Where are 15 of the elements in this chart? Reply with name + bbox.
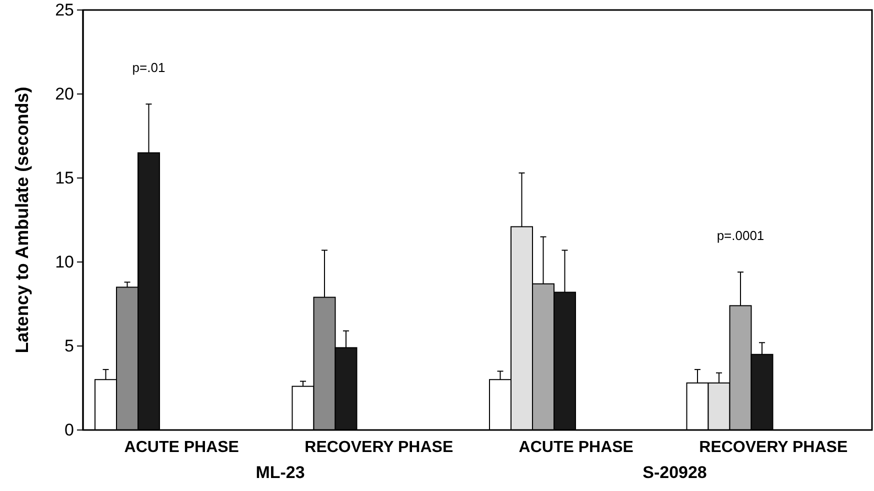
x-tick-label: RECOVERY PHASE — [304, 439, 454, 456]
text: S-20928 — [642, 463, 707, 482]
y-tick-label: 15 — [55, 168, 74, 188]
annotation: p=.01 — [132, 60, 166, 75]
x-tick-label: ACUTE PHASE — [518, 439, 634, 456]
annotation: p=.0001 — [716, 228, 764, 243]
y-tick-label: 10 — [55, 252, 74, 272]
x-tick-label: RECOVERY PHASE — [699, 439, 848, 456]
y-tick-label: 20 — [55, 84, 74, 104]
x-tick-label: ACUTE PHASE — [124, 439, 240, 456]
y-tick-label: 25 — [55, 0, 74, 20]
y-tick-label: 5 — [64, 336, 74, 356]
y-axis-title: Latency to Ambulate (seconds) — [12, 86, 32, 354]
y-tick-label: 0 — [64, 420, 74, 440]
text: ML-23 — [256, 463, 305, 482]
